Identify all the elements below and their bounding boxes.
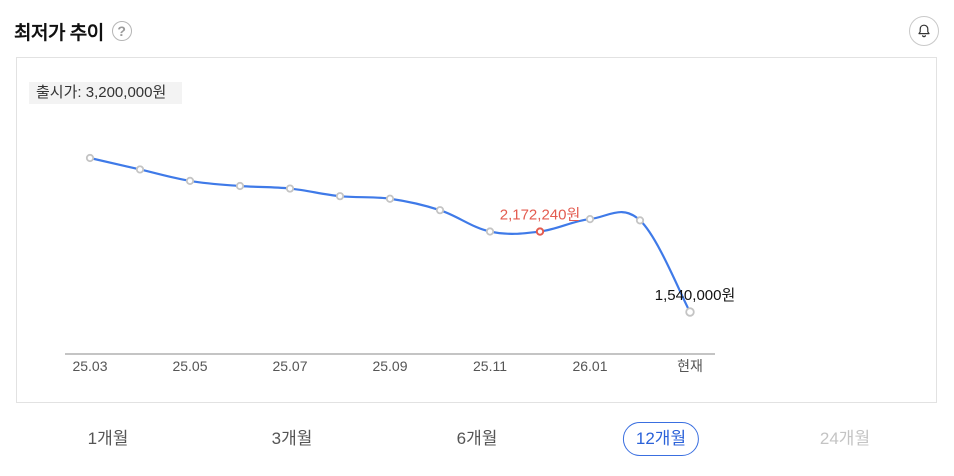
x-tick-label: 25.05	[172, 358, 207, 374]
x-tick-label: 26.01	[572, 358, 607, 374]
bell-icon	[916, 23, 932, 39]
current-price-label: 1,540,000원	[655, 287, 736, 304]
data-point	[686, 308, 694, 316]
data-point	[87, 155, 93, 161]
data-point	[287, 185, 293, 191]
period-tab[interactable]: 6개월	[445, 422, 510, 456]
data-point	[237, 183, 243, 189]
data-point	[487, 228, 493, 234]
help-icon[interactable]: ?	[112, 21, 132, 41]
price-alert-button[interactable]	[909, 16, 939, 46]
data-point	[187, 178, 193, 184]
chart-header: 최저가 추이 ?	[14, 14, 132, 48]
lowest-price-label: 2,172,240원	[500, 207, 581, 224]
price-chart-panel: 출시가: 3,200,000원 25.03 25.05 25.07 25.09 25.1…	[16, 57, 937, 403]
data-point	[637, 217, 643, 223]
period-tab[interactable]: 1개월	[76, 422, 141, 456]
x-tick-label: 25.09	[372, 358, 407, 374]
period-tab: 24개월	[808, 422, 882, 456]
period-tab[interactable]: 3개월	[260, 422, 325, 456]
data-point	[437, 207, 443, 213]
period-tabs: 1개월 3개월 6개월 12개월 24개월	[0, 420, 954, 460]
x-tick-label: 현재	[677, 358, 703, 374]
data-point	[587, 216, 593, 222]
data-point	[337, 193, 343, 199]
x-tick-label: 25.11	[473, 358, 507, 374]
price-series-line	[90, 158, 690, 312]
period-tab[interactable]: 12개월	[623, 422, 699, 456]
x-tick-label: 25.03	[72, 358, 107, 374]
price-line-chart: 25.03 25.05 25.07 25.09 25.11 26.01 현재 2,172,24…	[17, 58, 938, 404]
data-point	[137, 166, 143, 172]
lowest-price-marker	[537, 228, 543, 234]
data-point	[387, 196, 393, 202]
x-tick-label: 25.07	[272, 358, 307, 374]
page-title: 최저가 추이	[14, 18, 104, 45]
